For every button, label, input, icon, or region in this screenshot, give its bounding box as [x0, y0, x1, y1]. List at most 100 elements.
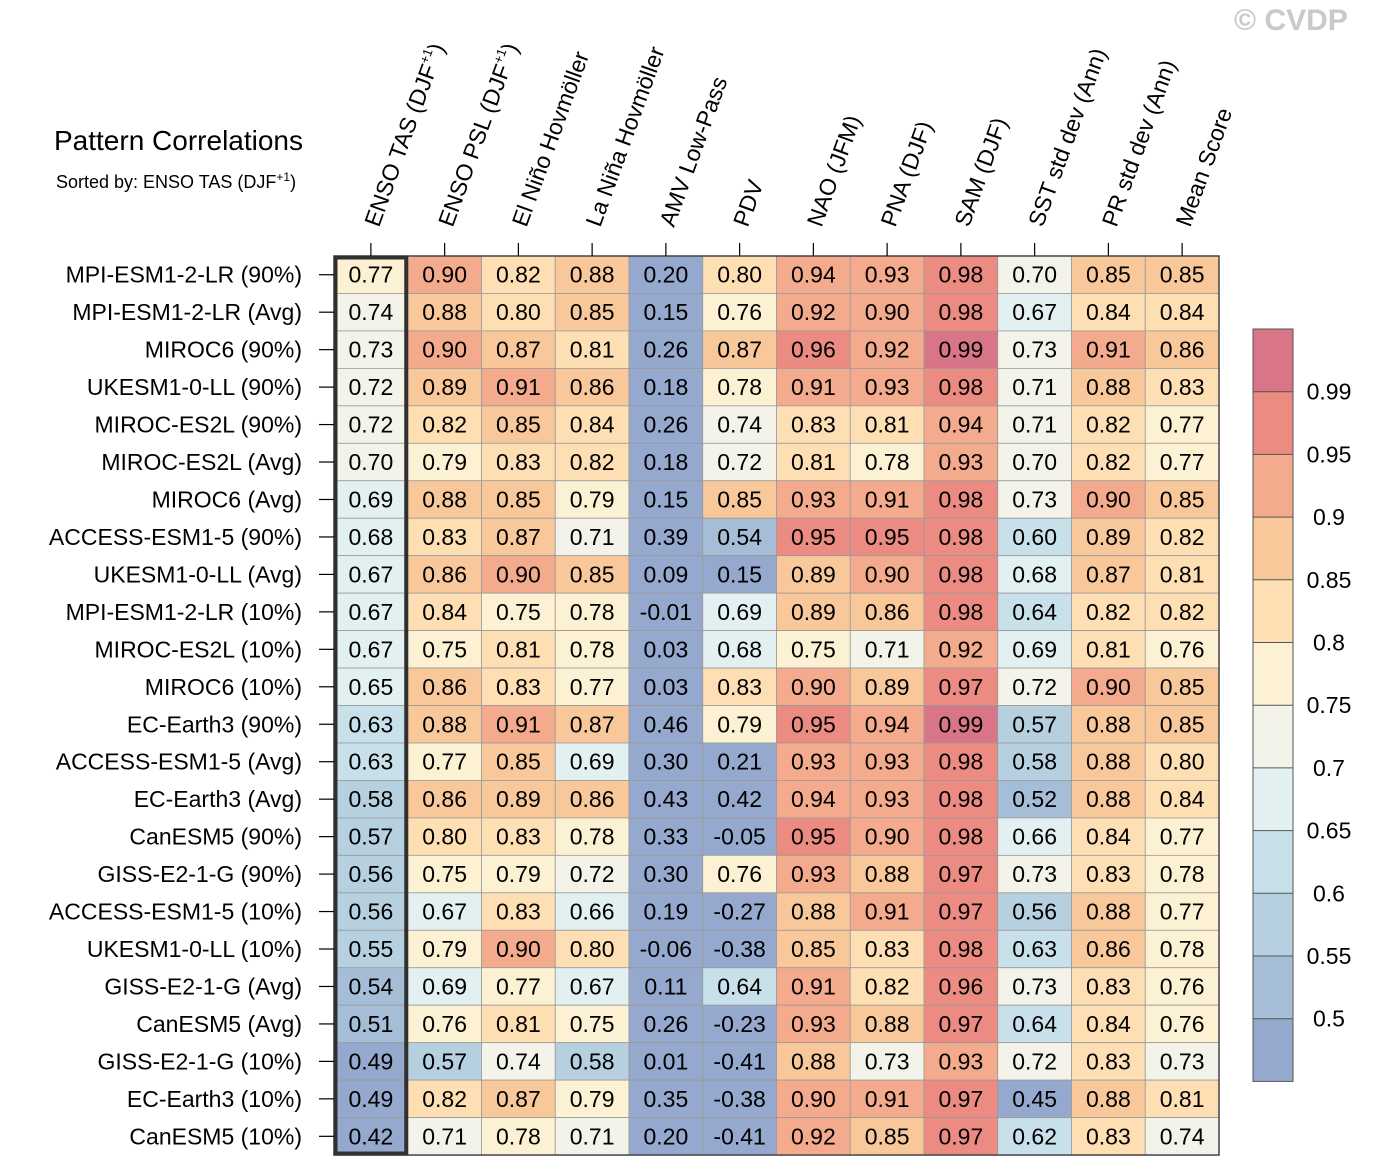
cell-value: 0.90	[422, 337, 467, 363]
heatmap-cell	[997, 330, 1072, 369]
heatmap-cell	[702, 742, 777, 781]
cell-value: 0.74	[496, 1048, 541, 1074]
cell-value: 0.66	[1012, 824, 1057, 850]
colorbar-tick-label: 0.55	[1307, 943, 1352, 969]
cell-value: 0.82	[1086, 599, 1131, 625]
column-label: PNA (DJF)	[875, 118, 937, 230]
heatmap-cell	[849, 555, 925, 594]
cell-value: 0.83	[496, 899, 541, 925]
cell-value: 0.88	[422, 486, 467, 512]
chart-subtitle: Sorted by: ENSO TAS (DJF+1)	[56, 170, 296, 193]
heatmap-cell	[407, 330, 482, 369]
heatmap-cell	[333, 330, 409, 369]
heatmap-cell	[997, 967, 1072, 1006]
heatmap-cell	[407, 742, 482, 781]
cell-value: 0.85	[791, 936, 836, 962]
heatmap-cell	[554, 255, 630, 294]
heatmap-cell	[481, 1079, 556, 1118]
cell-value: 0.90	[791, 674, 836, 700]
cell-value: 0.51	[348, 1011, 393, 1037]
heatmap-cell	[702, 592, 777, 632]
cell-value: 0.85	[496, 486, 541, 512]
cell-value: 0.57	[348, 824, 393, 850]
heatmap-cell	[923, 667, 999, 706]
cell-value: 0.67	[422, 899, 467, 925]
cell-value: 0.88	[1086, 711, 1131, 737]
cell-value: 0.45	[1012, 1086, 1057, 1112]
heatmap-cell	[1071, 780, 1146, 819]
cell-value: 0.86	[1160, 337, 1205, 363]
cell-value: 0.01	[643, 1048, 688, 1074]
heatmap-cell	[407, 705, 482, 744]
heatmap-cell	[1144, 405, 1220, 444]
cell-value: 0.20	[643, 262, 688, 288]
heatmap-cell	[1144, 667, 1220, 706]
cell-value: 0.69	[717, 599, 762, 625]
heatmap-cell	[554, 817, 630, 856]
heatmap-cell	[849, 330, 925, 369]
heatmap-cell	[849, 742, 925, 781]
cell-value: 0.26	[643, 337, 688, 363]
cell-value: 0.88	[1086, 749, 1131, 775]
heatmap-cell	[481, 330, 556, 369]
cell-value: 0.72	[1012, 1048, 1057, 1074]
cell-value: 0.78	[1160, 861, 1205, 887]
heatmap-cell	[333, 780, 409, 819]
cell-value: -0.01	[640, 599, 692, 625]
cell-value: 0.71	[570, 1123, 615, 1149]
cell-value: 0.42	[717, 786, 762, 812]
row-label: MIROC6 (10%)	[145, 674, 302, 700]
cell-value: 0.86	[422, 561, 467, 587]
cell-value: 0.83	[717, 674, 762, 700]
column-label-text: ENSO TAS (DJF	[359, 61, 442, 230]
column-label: PR std dev (Ann)	[1097, 56, 1181, 229]
cell-value: 0.43	[643, 786, 688, 812]
cell-value: 0.80	[496, 299, 541, 325]
cell-value: 0.88	[1086, 374, 1131, 400]
row-label: MIROC-ES2L (10%)	[95, 636, 302, 662]
heatmap-cell	[776, 517, 851, 557]
cell-value: 0.92	[865, 337, 910, 363]
heatmap-cell	[923, 705, 999, 744]
cell-value: 0.94	[865, 711, 910, 737]
colorbar-segment	[1253, 642, 1293, 706]
heatmap-cell	[923, 780, 999, 819]
cell-value: 0.90	[496, 561, 541, 587]
heatmap-cell	[481, 667, 556, 706]
cell-value: 0.83	[1086, 973, 1131, 999]
cell-value: 0.73	[1012, 861, 1057, 887]
cell-value: 0.96	[938, 973, 983, 999]
cell-value: 0.80	[1160, 749, 1205, 775]
heatmap-cell	[1071, 1117, 1146, 1156]
cell-value: 0.95	[791, 824, 836, 850]
colorbar: 0.5 0.55 0.6 0.65 0.7 0.75 0.8 0.85 0.9 0.95 0.99	[1252, 328, 1352, 1082]
heatmap-cell	[923, 742, 999, 781]
cell-value: 0.57	[1012, 711, 1057, 737]
cell-value: 0.77	[496, 973, 541, 999]
cell-value: 0.71	[1012, 412, 1057, 438]
cell-value: 0.69	[422, 973, 467, 999]
heatmap-cell	[1144, 592, 1220, 632]
heatmap-cell	[554, 1079, 630, 1118]
cell-value: 0.56	[348, 861, 393, 887]
cell-value: 0.97	[938, 674, 983, 700]
row-label: CanESM5 (10%)	[129, 1123, 302, 1149]
heatmap-cell	[628, 1004, 704, 1044]
cell-value: 0.84	[1086, 824, 1131, 850]
colorbar-segment	[1253, 329, 1293, 392]
cell-value: 0.94	[938, 412, 983, 438]
heatmap-cell	[776, 442, 851, 482]
heatmap-cell	[554, 705, 630, 744]
heatmap-cell	[407, 555, 482, 594]
cell-value: 0.96	[791, 337, 836, 363]
heatmap-cell	[923, 405, 999, 444]
colorbar-tick-label: 0.85	[1307, 567, 1352, 593]
cell-value: 0.93	[791, 749, 836, 775]
heatmap-cell	[407, 967, 482, 1006]
heatmap-cell	[702, 892, 777, 931]
heatmap-cell	[997, 255, 1072, 294]
colorbar-segment	[1253, 1018, 1293, 1082]
heatmap-cell	[407, 1079, 482, 1118]
colorbar-tick-label: 0.7	[1313, 755, 1345, 781]
heatmap-cell	[481, 1004, 556, 1044]
